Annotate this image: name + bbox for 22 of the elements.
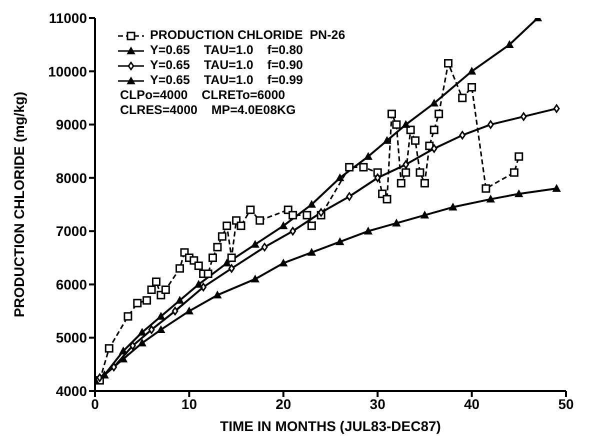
y-axis-title: PRODUCTION CHLORIDE (mg/kg) bbox=[10, 92, 27, 318]
legend-label: Y=0.65 TAU=1.0 f=0.99 bbox=[150, 73, 303, 88]
y-tick-label: 9000 bbox=[56, 116, 88, 133]
x-tick-label: 50 bbox=[558, 396, 574, 412]
annotation: CLRES=4000 MP=4.0E08KG bbox=[120, 103, 297, 118]
y-tick-label: 8000 bbox=[56, 170, 88, 186]
x-tick-label: 20 bbox=[276, 396, 292, 412]
legend-label: PRODUCTION CHLORIDE PN-26 bbox=[150, 28, 346, 43]
y-tick-label: 10000 bbox=[48, 63, 88, 80]
x-tick-label: 40 bbox=[464, 396, 480, 412]
x-tick-label: 30 bbox=[370, 396, 386, 412]
y-tick-label: 7000 bbox=[56, 223, 88, 240]
legend-label: Y=0.65 TAU=1.0 f=0.80 bbox=[150, 43, 303, 58]
legend-label: Y=0.65 TAU=1.0 f=0.90 bbox=[150, 58, 303, 73]
y-tick-label: 5000 bbox=[56, 330, 88, 346]
annotation: CLPo=4000 CLRETo=6000 bbox=[120, 88, 286, 103]
y-tick-label: 6000 bbox=[56, 276, 88, 292]
y-tick-label: 11000 bbox=[48, 10, 88, 26]
x-axis-title: TIME IN MONTHS (JUL83-DEC87) bbox=[220, 418, 441, 434]
x-tick-label: 10 bbox=[181, 396, 198, 412]
x-tick-label: 0 bbox=[91, 396, 100, 412]
y-tick-label: 4000 bbox=[56, 382, 88, 399]
